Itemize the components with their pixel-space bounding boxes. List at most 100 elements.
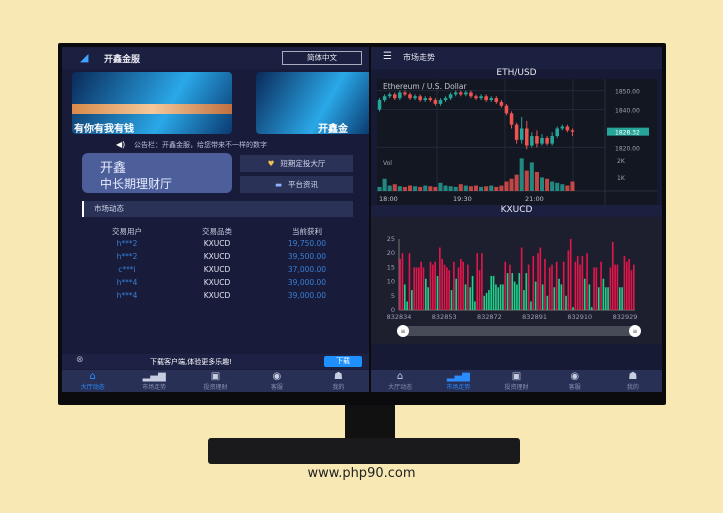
news-button[interactable]: ▬ 平台资讯 [240,176,353,193]
volume-bar [519,158,524,191]
tab-headset[interactable]: ◉ 客服 [246,370,307,392]
tab-bar-chart[interactable]: ▂▄▆ 市场走势 [123,370,184,392]
market-screen: ☰ 市场走势 ETH/USD 1850.00 1840.00 1820.00 1828… [371,47,662,392]
vol-tick: 2K [617,158,626,165]
volume-bar [473,185,479,191]
zoom-slider[interactable] [403,326,635,336]
bar [492,275,495,310]
candle [530,136,534,146]
tab-user[interactable]: ☗ 我的 [308,370,369,392]
y-tick: 1820.00 [615,145,640,152]
bar [579,264,581,310]
slider-handle[interactable] [629,325,641,337]
wallet-icon: ▣ [511,370,522,382]
candle [377,100,382,110]
x-tick: 18:00 [379,195,398,203]
bar [499,284,502,310]
tab-headset[interactable]: ◉ 客服 [546,370,604,392]
candle [453,92,458,95]
bar [534,281,537,310]
tab-bar-chart[interactable]: ▂▄▆ 市场走势 [429,370,487,392]
candlestick-chart[interactable]: 1850.00 1840.00 1820.00 1828.32 Ethereum / U… [377,79,657,205]
bar [614,264,616,310]
monitor-base [208,438,520,464]
home-screen: ◢ 开鑫金服 简体中文 有你有我有钱 开鑫金 ◀) 公告栏：开鑫金服，给您带来不… [62,47,369,392]
bar [504,261,507,310]
bar [399,258,401,310]
candle [398,92,402,99]
button-label: 短期定投大厅 [280,159,326,168]
bar [569,239,572,310]
cell-product: KXUCD [203,252,231,261]
candle [418,96,422,101]
bar [628,258,630,310]
banner-2[interactable]: 开鑫金 [256,72,369,134]
tab-label: 大厅动态 [80,383,105,391]
x-tick: 19:30 [453,195,472,203]
candle [484,96,488,101]
menu-icon[interactable]: ☰ [383,51,392,62]
candle [504,105,509,114]
bar [441,258,443,310]
bar [406,301,408,310]
bar [544,258,546,310]
bar [586,253,588,310]
download-bar: ⊗ 下载客户端,体验更多乐趣! 下载 [62,354,369,369]
banner-1[interactable]: 有你有我有钱 [72,72,232,134]
candle [560,126,565,129]
tab-home[interactable]: ⌂ 大厅动态 [371,370,429,392]
table-header: 交易用户 交易品类 当前获利 [82,226,352,237]
volume-bar [468,186,473,191]
volume-bar [402,186,407,191]
bar [581,256,584,310]
bar [434,261,436,310]
candle [428,98,433,101]
close-icon[interactable]: ⊗ [76,355,84,365]
bar [607,287,609,310]
bar [532,256,535,310]
x-tick: 832853 [432,313,457,321]
bar [616,264,619,310]
bar [511,273,514,310]
candle [474,96,478,99]
volume-bar [407,185,413,191]
chart-subtitle: Ethereum / U.S. Dollar [383,82,467,91]
candle [514,124,519,140]
download-button[interactable]: 下载 [324,356,362,367]
tab-user[interactable]: ☗ 我的 [604,370,662,392]
bar [541,284,544,310]
candle [519,128,524,140]
language-button[interactable]: 简体中文 [282,51,362,65]
candle [387,94,392,97]
banner-text: 开鑫金 [318,124,348,134]
bar [446,267,448,310]
bar [562,261,565,310]
candle [535,136,539,144]
volume-bar [433,186,438,191]
bar-chart[interactable]: 0 5 10 15 20 25 832834 832853 832872 832891 832910… [371,227,662,342]
bar [630,270,633,310]
long-term-card[interactable]: 开鑫 中长期理财厅 [82,153,232,193]
cell-product: KXUCD [203,265,231,274]
bar [553,287,556,310]
candle [524,128,529,146]
last-price-tag [607,127,649,136]
volume-bar [499,185,504,191]
tab-wallet[interactable]: ▣ 投资理财 [185,370,246,392]
tab-wallet[interactable]: ▣ 投资理财 [487,370,545,392]
slider-handle[interactable] [397,325,409,337]
bar [520,247,523,310]
bar [460,258,462,310]
short-term-button[interactable]: ♥ 短期定投大厅 [240,155,353,172]
table-row: h***2 KXUCD 19,750.00 [82,239,352,248]
monitor-stand [345,405,395,441]
bar [523,290,525,310]
bar [625,261,628,310]
cell-product: KXUCD [203,291,231,300]
tab-home[interactable]: ⌂ 大厅动态 [62,370,123,392]
bar [429,261,432,310]
volume-bar [509,178,514,191]
bar-chart-icon: ▂▄▆ [446,370,470,382]
cell-profit: 19,750.00 [287,239,327,248]
tab-label: 投资理财 [504,383,529,391]
